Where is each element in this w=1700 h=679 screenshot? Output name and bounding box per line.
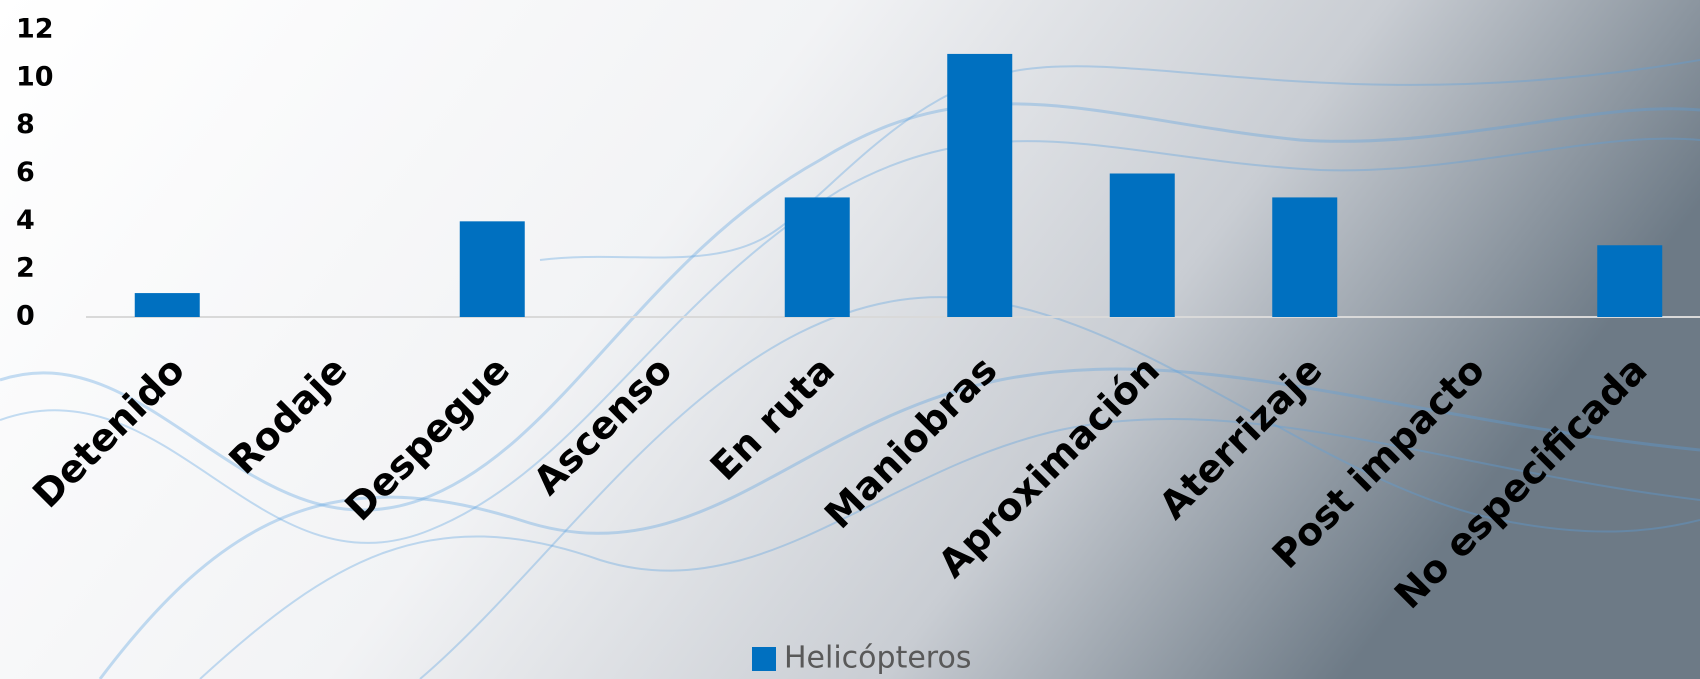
bar [459, 221, 525, 317]
legend-swatch [752, 647, 776, 671]
y-tick-label: 10 [16, 61, 54, 92]
legend-label: Helicópteros [784, 641, 971, 676]
y-tick-label: 8 [16, 109, 35, 140]
y-tick-label: 0 [16, 301, 35, 332]
legend: Helicópteros [752, 641, 971, 676]
bar [134, 293, 200, 317]
bar [784, 197, 850, 317]
bar [1272, 197, 1338, 317]
bar [1109, 173, 1175, 317]
y-tick-label: 2 [16, 253, 35, 284]
y-tick-label: 12 [16, 14, 54, 45]
y-tick-label: 4 [16, 205, 35, 236]
y-tick-label: 6 [16, 157, 35, 188]
bar [1597, 245, 1663, 317]
bar [947, 53, 1013, 318]
